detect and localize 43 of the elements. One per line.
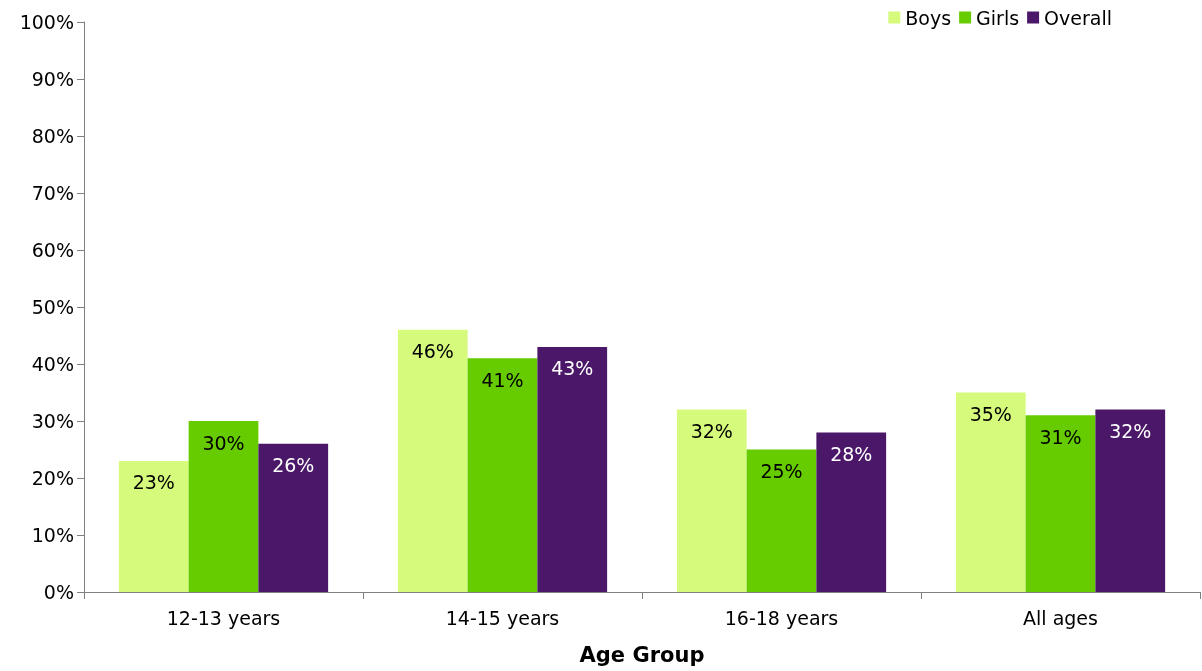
bar xyxy=(188,421,259,592)
y-tick-label: 40% xyxy=(31,353,74,375)
data-label: 26% xyxy=(272,454,315,477)
data-label: 41% xyxy=(481,368,524,391)
data-label: 46% xyxy=(411,340,454,363)
bar xyxy=(258,443,329,592)
data-label: 25% xyxy=(760,460,803,482)
bar xyxy=(1095,409,1166,592)
y-tick-label: 20% xyxy=(31,467,74,489)
x-tick-label: 12-13 years xyxy=(166,606,281,629)
x-axis-title: Age Group xyxy=(579,642,705,667)
data-label: 23% xyxy=(132,471,175,494)
legend-label: Overall xyxy=(1044,6,1113,29)
data-label: 28% xyxy=(830,442,873,465)
bar xyxy=(816,432,887,592)
y-tick-label: 80% xyxy=(31,125,74,147)
bar xyxy=(537,346,608,592)
bar xyxy=(1025,415,1096,592)
y-tick-label: 10% xyxy=(31,524,74,546)
x-tick-label: 16-18 years xyxy=(724,606,839,629)
data-label: 32% xyxy=(690,420,733,443)
data-label: 32% xyxy=(1109,420,1152,443)
y-tick-label: 90% xyxy=(31,68,74,90)
bar xyxy=(397,329,468,592)
data-label: 31% xyxy=(1039,425,1082,448)
bar xyxy=(467,358,538,592)
y-tick-label: 70% xyxy=(31,182,74,204)
y-tick-label: 100% xyxy=(19,11,74,33)
data-label: 35% xyxy=(969,403,1012,425)
y-tick-label: 30% xyxy=(31,410,74,432)
bar xyxy=(746,449,817,592)
x-tick-label: 14-15 years xyxy=(445,606,560,629)
legend-label: Girls xyxy=(976,6,1020,29)
bar xyxy=(118,460,189,592)
data-label: 30% xyxy=(202,431,245,454)
x-tick-label: All ages xyxy=(1023,606,1098,629)
bar xyxy=(955,392,1026,592)
y-tick-label: 60% xyxy=(31,239,74,261)
legend-label: Boys xyxy=(905,6,952,29)
y-tick-label: 50% xyxy=(31,296,74,318)
y-tick-label: 0% xyxy=(43,581,74,603)
data-label: 43% xyxy=(551,357,594,380)
bar xyxy=(676,409,747,592)
